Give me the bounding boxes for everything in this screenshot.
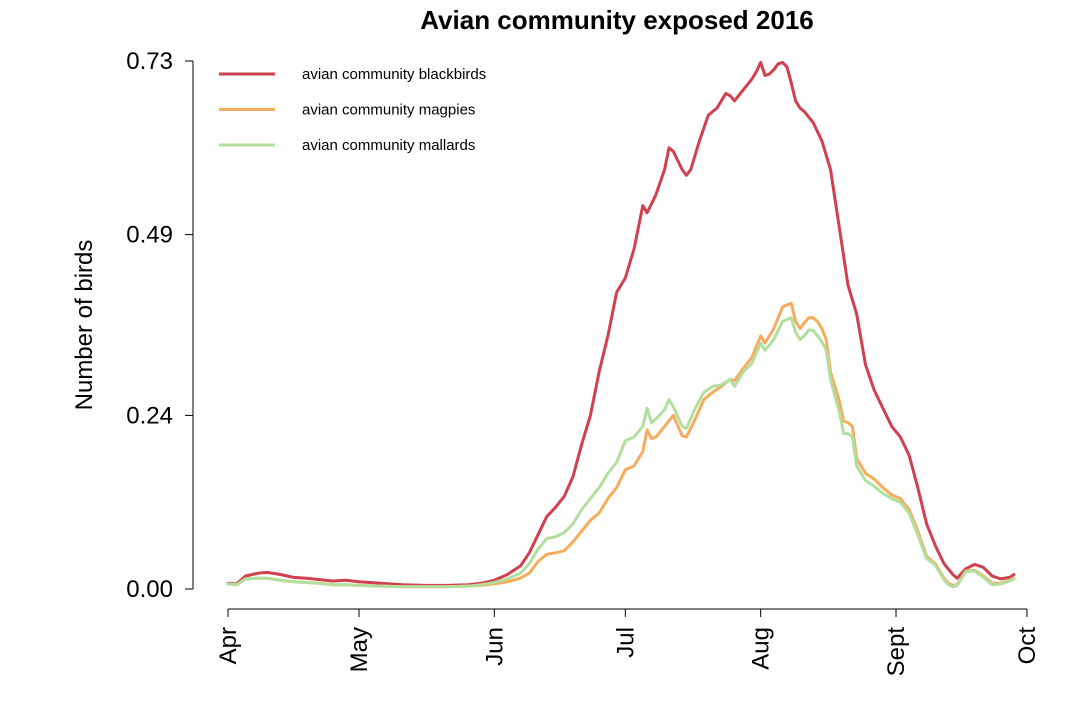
y-axis-label: Number of birds (71, 240, 98, 411)
y-tick-label: 0.49 (126, 222, 173, 249)
legend-label-magpies: avian community magpies (302, 102, 475, 119)
y-tick-label: 0.00 (126, 576, 173, 603)
x-axis: Apr May Jun Jul Aug Sept Oct (215, 608, 1041, 677)
x-tick-label: Apr (215, 627, 242, 664)
x-tick-label: Oct (1014, 627, 1041, 665)
legend-label-blackbirds: avian community blackbirds (302, 66, 486, 83)
x-tick-label: Jul (612, 627, 639, 658)
chart-title: Avian community exposed 2016 (420, 5, 814, 35)
x-tick-label: Aug (748, 627, 775, 670)
series-layer (226, 60, 1016, 589)
x-tick-label: Jun (481, 627, 508, 666)
series-line-mallards (226, 316, 1016, 589)
x-tick-label: Sept (883, 627, 910, 677)
y-tick-label: 0.73 (126, 48, 173, 75)
y-tick-label: 0.24 (126, 402, 173, 429)
series-line-magpies (226, 301, 1016, 589)
y-axis: 0.00 0.24 0.49 0.73 (126, 48, 194, 603)
legend: avian community blackbirds avian communit… (219, 66, 486, 154)
x-tick-label: May (346, 627, 373, 672)
legend-label-mallards: avian community mallards (302, 137, 475, 154)
